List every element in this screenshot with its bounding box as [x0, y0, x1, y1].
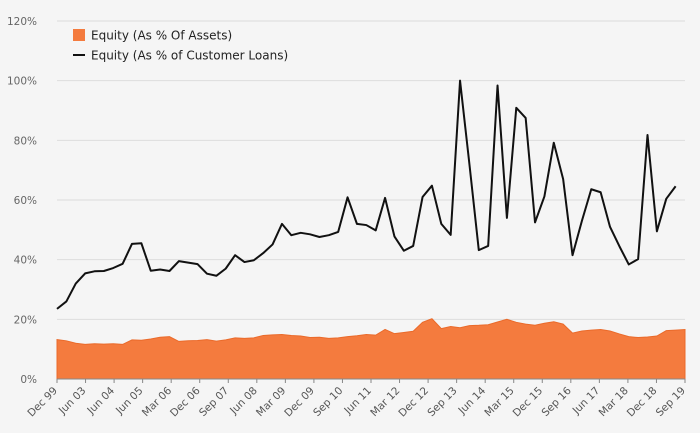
x-tick-label: Jun 03	[56, 385, 89, 418]
x-tick-label: Dec 09	[282, 385, 317, 420]
area-layer	[56, 318, 686, 380]
x-tick-label: Mar 18	[597, 385, 631, 419]
y-tick-label: 80%	[14, 135, 37, 147]
legend-swatch-equity-assets	[73, 29, 85, 41]
legend: Equity (As % Of Assets) Equity (As % of …	[73, 29, 288, 63]
x-tick-label: Dec 99	[25, 385, 60, 420]
x-tick-label: Dec 06	[168, 385, 203, 420]
y-tick-label: 100%	[7, 76, 37, 88]
x-axis	[56, 378, 686, 383]
x-tick-label: Sep 13	[425, 385, 459, 419]
legend-label-equity-assets: Equity (As % Of Assets)	[91, 29, 232, 43]
y-tick-label: 40%	[14, 255, 37, 267]
x-tick-label: Sep 19	[654, 385, 688, 419]
x-tick-label: Mar 12	[368, 385, 402, 419]
x-tick-label: Mar 06	[140, 385, 175, 420]
x-tick-label: Sep 16	[540, 385, 575, 420]
y-axis: 0% 20% 40% 60% 80% 100% 120%	[7, 16, 37, 386]
x-tick-label: Dec 12	[396, 385, 431, 420]
area-equity-assets	[56, 318, 686, 380]
x-tick-label: Mar 15	[482, 385, 516, 419]
x-tick-label: Dec 15	[511, 385, 546, 420]
y-tick-label: 120%	[7, 16, 37, 28]
grid	[57, 20, 685, 320]
y-tick-label: 0%	[20, 374, 37, 386]
x-tick-label: Jun 04	[84, 385, 117, 418]
y-tick-label: 20%	[14, 314, 37, 326]
line-layer	[56, 79, 677, 310]
x-tick-label: Sep 07	[197, 385, 231, 419]
x-tick-label: Dec 18	[625, 385, 660, 420]
y-tick-label: 60%	[14, 195, 37, 207]
line-equity-loans	[56, 79, 677, 310]
x-tick-label: Mar 09	[254, 385, 288, 419]
legend-label-equity-loans: Equity (As % of Customer Loans)	[91, 49, 288, 63]
x-tick-label: Sep 10	[311, 385, 345, 419]
